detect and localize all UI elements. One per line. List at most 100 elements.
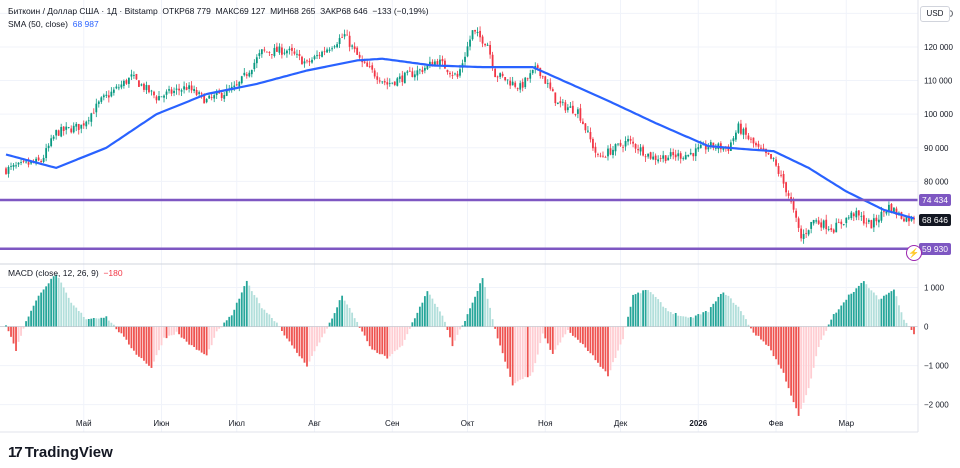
flash-icon[interactable]: ⚡ <box>906 245 922 261</box>
currency-button[interactable]: USD <box>920 6 950 22</box>
candle <box>822 219 825 230</box>
candle <box>303 58 306 68</box>
candle <box>469 35 471 51</box>
macd-tick-label: −1 000 <box>924 362 949 371</box>
candle <box>850 210 853 221</box>
sma-label: SMA (50, close) <box>8 19 68 29</box>
candle <box>672 148 675 160</box>
macd-bar <box>822 326 825 336</box>
candle <box>852 212 855 222</box>
macd-bar <box>790 326 792 396</box>
macd-bar <box>780 326 782 369</box>
macd-bar <box>747 324 750 327</box>
candle <box>584 123 587 134</box>
macd-bar <box>333 313 336 327</box>
macd-bar <box>612 326 614 363</box>
macd-bar <box>903 319 905 327</box>
macd-bar <box>205 326 208 356</box>
macd-bar <box>870 290 873 327</box>
candle <box>333 44 336 49</box>
macd-bar <box>175 326 178 332</box>
macd-bar <box>281 326 283 331</box>
macd-bar <box>444 321 446 327</box>
candle <box>125 78 128 85</box>
macd-bar <box>72 305 75 327</box>
macd-bar <box>298 326 301 357</box>
macd-bar <box>682 316 685 327</box>
macd-bar <box>12 326 15 344</box>
candle <box>526 77 529 82</box>
macd-bar <box>597 326 599 363</box>
candle <box>268 51 271 56</box>
candle <box>291 43 293 56</box>
macd-bar <box>32 305 35 327</box>
candle <box>755 141 757 148</box>
macd-bar <box>391 326 394 354</box>
macd-bar <box>717 296 720 327</box>
time-tick-label: Май <box>76 419 92 428</box>
candle <box>416 65 419 81</box>
candle <box>323 46 326 56</box>
macd-bar <box>158 326 160 351</box>
macd-bar <box>303 326 306 363</box>
candle <box>97 100 100 108</box>
time-tick-label: Авг <box>308 419 321 428</box>
candle <box>391 82 394 85</box>
candle <box>173 87 175 97</box>
candle <box>188 82 191 93</box>
macd-bar <box>168 326 170 336</box>
candle <box>245 71 248 79</box>
macd-bar <box>423 296 426 327</box>
macd-axis-labels: 1 000 0 −1 000 −2 000 <box>924 284 949 410</box>
candle <box>213 93 216 103</box>
macd-bar <box>694 315 697 327</box>
macd-bar <box>642 290 645 327</box>
candle <box>561 99 564 106</box>
candle <box>835 218 838 233</box>
candle <box>429 56 431 68</box>
macd-bar <box>662 306 665 327</box>
macd-bar <box>466 314 469 327</box>
horizontal-levels <box>0 198 918 251</box>
candle <box>308 58 311 66</box>
candle <box>205 98 208 104</box>
brand[interactable]: 17 TradingView <box>8 444 113 461</box>
candle <box>832 228 835 234</box>
candle <box>366 60 369 67</box>
macd-bar <box>729 298 732 327</box>
macd-bar <box>27 316 30 327</box>
candle <box>220 91 223 101</box>
macd-bar <box>594 326 597 361</box>
legend-sma-row[interactable]: SMA (50, close) 68 987 <box>8 19 99 29</box>
macd-bar <box>15 326 17 351</box>
candle <box>373 68 376 79</box>
macd-bar <box>750 326 752 329</box>
candle <box>110 87 113 98</box>
candle <box>529 69 532 83</box>
macd-bar <box>125 326 128 340</box>
macd-bar <box>338 300 341 327</box>
candle <box>117 84 120 91</box>
candle <box>607 145 609 161</box>
macd-bar <box>817 326 820 348</box>
candle <box>250 69 253 78</box>
candle <box>509 77 512 89</box>
candle <box>418 68 421 75</box>
macd-bar <box>143 326 145 361</box>
macd-bar <box>737 306 740 327</box>
macd-bar <box>702 312 705 327</box>
candle <box>75 122 78 132</box>
macd-bar <box>178 326 180 335</box>
macd-bar <box>469 308 471 327</box>
candle <box>348 31 351 52</box>
symbol-title[interactable]: Биткоин / Доллар США · 1Д · Bitstamp <box>8 6 158 16</box>
candle <box>273 44 276 58</box>
candle <box>694 143 697 162</box>
macd-bar <box>677 315 680 327</box>
candle <box>602 151 604 158</box>
macd-bar <box>687 317 690 327</box>
legend-macd-row[interactable]: MACD (close, 12, 26, 9) −180 <box>8 268 123 278</box>
macd-bar <box>100 317 103 327</box>
macd-bar <box>225 320 228 327</box>
low-label: МИН <box>270 6 290 16</box>
